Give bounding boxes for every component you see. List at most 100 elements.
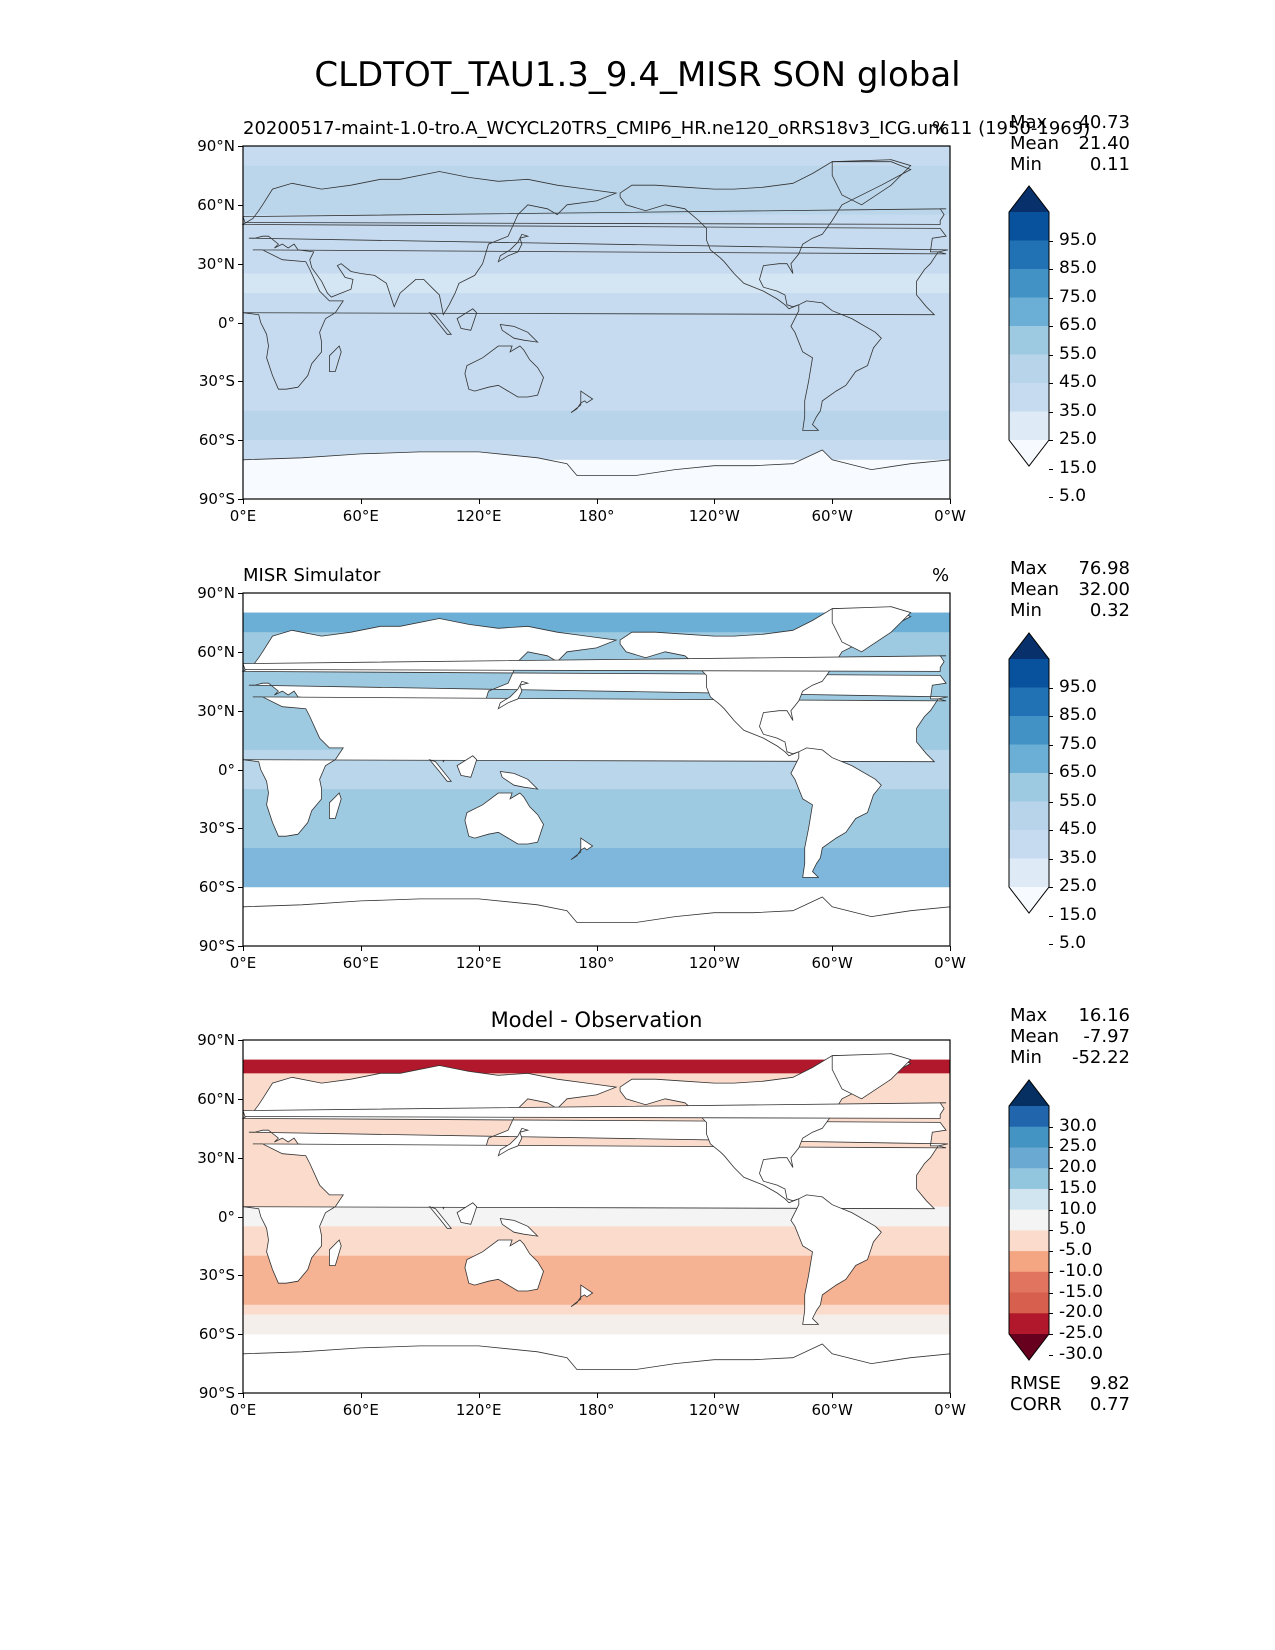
- stat-value: 0.11: [1089, 154, 1130, 175]
- colorbar-segment: [1009, 1230, 1049, 1252]
- lon-tick-mark: [832, 946, 834, 951]
- lon-tick-mark: [596, 1393, 598, 1398]
- stat-label: Min: [1010, 154, 1042, 175]
- land-greenland: [831, 606, 912, 653]
- colorbar-extend-bottom: [1009, 1334, 1049, 1360]
- land-sumatra: [428, 758, 453, 782]
- land-nz: [570, 1284, 594, 1308]
- colorbar-segment: [1009, 830, 1049, 859]
- colorbar-label: 95.0: [1059, 229, 1097, 250]
- colorbar-segment: [1009, 212, 1049, 241]
- lon-tick-mark: [243, 1393, 244, 1398]
- land-africa: [242, 696, 947, 837]
- stat-label: Max: [1010, 558, 1048, 579]
- colorbar-tick-mark: [1049, 773, 1053, 774]
- lat-tick-mark: [238, 1334, 243, 1336]
- lon-tick-mark: [832, 499, 834, 504]
- colorbar-label: 5.0: [1059, 933, 1087, 953]
- colorbar-label: 65.0: [1059, 762, 1097, 782]
- colorbar-label: 55.0: [1059, 790, 1097, 811]
- lat-tick-label: 0°: [217, 760, 235, 779]
- colorbar-segment: [1009, 801, 1049, 831]
- colorbar-segment: [1009, 744, 1049, 774]
- lat-tick-mark: [238, 381, 243, 383]
- lon-tick-mark: [714, 499, 716, 504]
- lon-tick-mark: [714, 946, 716, 951]
- colorbar-segment: [1009, 297, 1049, 327]
- colorbar-tick-mark: [1049, 1292, 1053, 1294]
- colorbar-label: 25.0: [1059, 876, 1097, 896]
- lon-tick-label: 60°W: [811, 1401, 853, 1419]
- lon-tick-label: 120°W: [688, 1401, 740, 1419]
- colorbar-tick-mark: [1049, 1251, 1053, 1253]
- colorbar-segment: [1009, 269, 1049, 298]
- colorbar-label: -10.0: [1059, 1260, 1103, 1281]
- colorbar-tick-mark: [1049, 497, 1053, 498]
- lat-tick-label: 60°S: [198, 1325, 235, 1344]
- land-borneo: [456, 308, 478, 331]
- lon-tick-label: 120°E: [455, 1401, 502, 1419]
- colorbar-tick-mark: [1049, 297, 1053, 299]
- lat-tick-mark: [238, 887, 243, 889]
- colorbar-tick-mark: [1049, 944, 1053, 945]
- lon-tick-label: 60°E: [342, 1401, 379, 1419]
- land-australia: [464, 792, 544, 845]
- panel-units: %: [932, 118, 950, 139]
- land-antarctica: [242, 449, 951, 500]
- lat-tick-mark: [238, 204, 243, 206]
- lat-tick-mark: [238, 263, 243, 265]
- land-madagascar: [329, 792, 342, 819]
- land-uk: [242, 1102, 947, 1119]
- colorbar-segment: [1009, 1168, 1049, 1190]
- panel-title-left: 20200517-maint-1.0-tro.A_WCYCL20TRS_CMIP…: [243, 118, 1091, 139]
- lon-tick-label: 180°: [578, 507, 615, 525]
- colorbar-label: 30.0: [1059, 1115, 1097, 1136]
- colorbar-label: 25.0: [1059, 429, 1097, 449]
- colorbar-tick-mark: [1049, 915, 1053, 917]
- stats-block: Max 16.16 Mean -7.97 Min -52.22: [1010, 1005, 1130, 1068]
- lon-tick-label: 0°E: [229, 1401, 257, 1419]
- colorbar-tick-mark: [1049, 383, 1053, 384]
- colorbar: [1008, 1079, 1050, 1361]
- land-borneo: [456, 755, 478, 778]
- colorbar-label: 25.0: [1059, 1136, 1097, 1157]
- lon-tick-mark: [714, 1393, 716, 1398]
- lat-tick-mark: [238, 769, 243, 771]
- land-uk: [242, 208, 947, 225]
- lat-tick-mark: [238, 946, 243, 947]
- lat-tick-label: 60°N: [197, 1089, 235, 1108]
- land-antarctica: [242, 896, 951, 947]
- lat-tick-label: 0°: [217, 1207, 235, 1226]
- colorbar-tick-mark: [1049, 1126, 1053, 1128]
- land-madagascar: [329, 1239, 342, 1266]
- land-greenland: [831, 159, 912, 206]
- lon-tick-label: 60°W: [811, 954, 853, 972]
- colorbar-label: 75.0: [1059, 286, 1097, 307]
- map-obs: [241, 592, 951, 947]
- colorbar-segment: [1009, 1147, 1049, 1169]
- colorbar-tick-mark: [1049, 1209, 1053, 1211]
- lat-tick-label: 30°N: [197, 1148, 235, 1167]
- lat-tick-mark: [238, 146, 243, 147]
- colorbar-label: 20.0: [1059, 1157, 1097, 1178]
- lat-tick-mark: [238, 828, 243, 830]
- panel-title-center: Model - Observation: [490, 1008, 703, 1032]
- land-antarctica: [242, 1343, 951, 1394]
- colorbar-segment: [1009, 1209, 1049, 1231]
- colorbar-label: 35.0: [1059, 400, 1097, 421]
- colorbar-segment: [1009, 1106, 1049, 1128]
- land-australia: [464, 1239, 544, 1292]
- stat-value: -52.22: [1071, 1047, 1130, 1068]
- lat-tick-label: 60°N: [197, 195, 235, 214]
- lon-tick-label: 180°: [578, 954, 615, 972]
- stat-label: Max: [1010, 1005, 1048, 1026]
- land-africa: [242, 1143, 947, 1284]
- colorbar-segment: [1009, 1188, 1049, 1211]
- colorbar-label: 95.0: [1059, 676, 1097, 697]
- land-africa: [242, 249, 947, 390]
- stat-value: -7.97: [1083, 1026, 1130, 1047]
- land-australia: [464, 345, 544, 398]
- land-japan: [497, 680, 530, 710]
- lon-tick-label: 60°E: [342, 954, 379, 972]
- colorbar-label: 10.0: [1059, 1198, 1097, 1219]
